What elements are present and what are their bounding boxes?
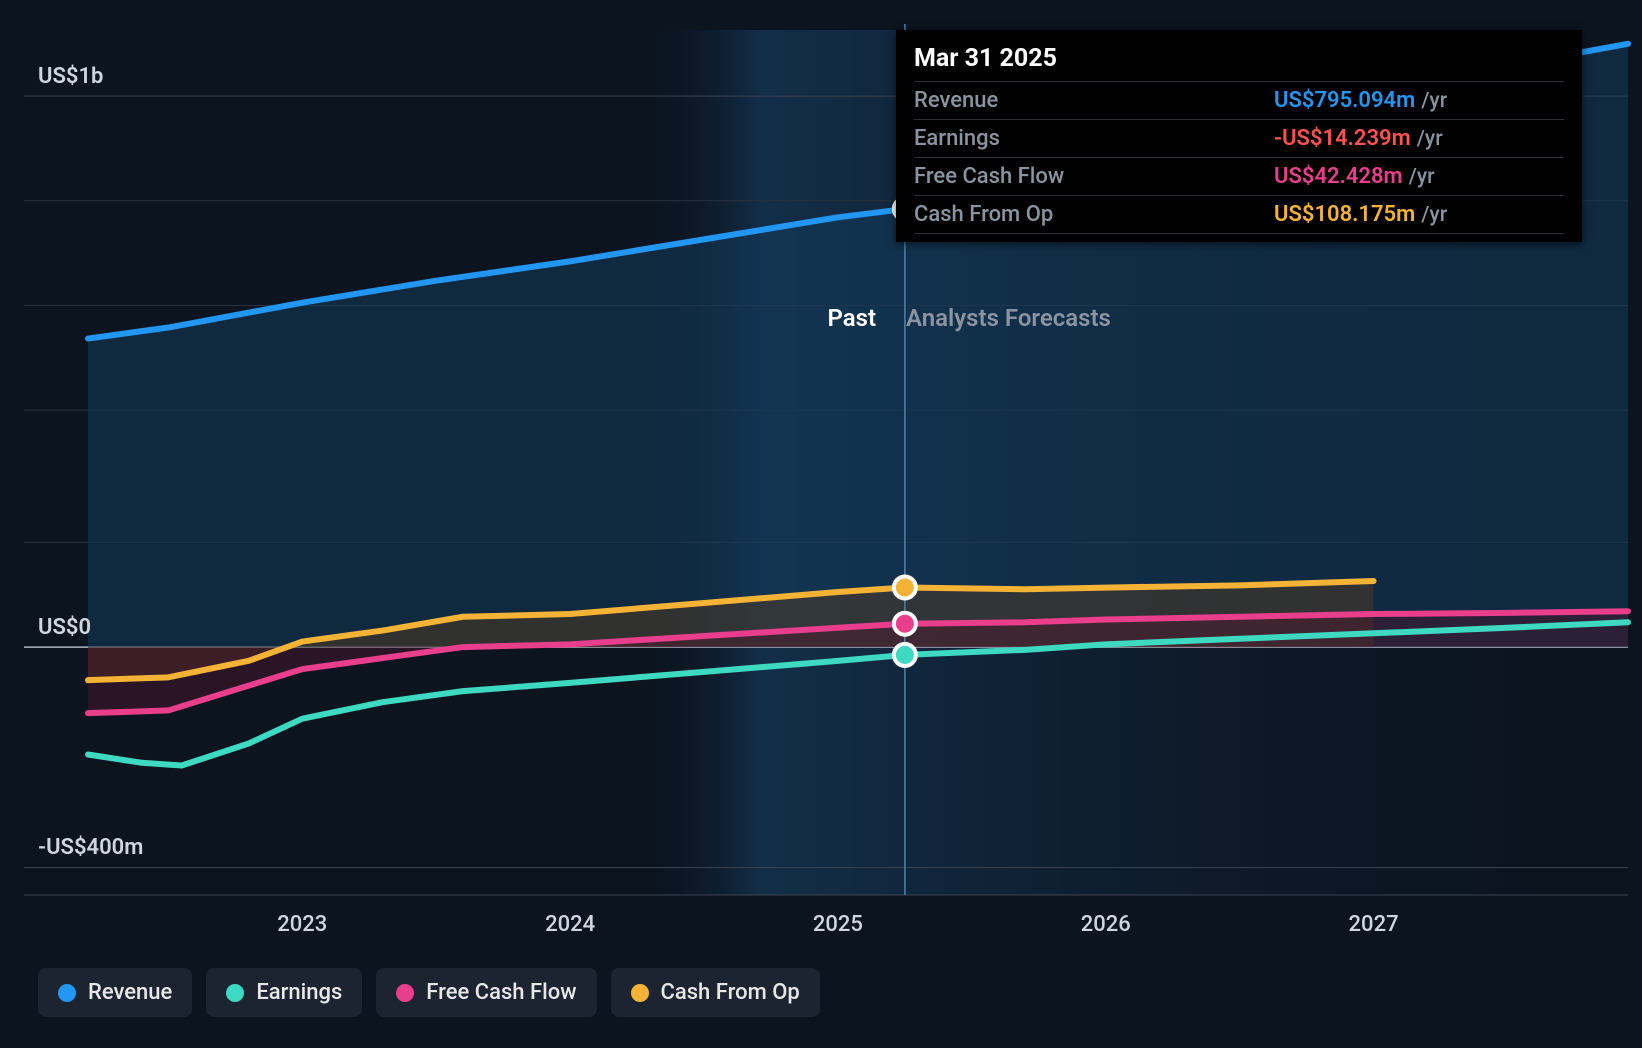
x-axis-tick-label: 2024 [545, 912, 595, 937]
legend-swatch-icon [226, 984, 244, 1002]
tooltip-value: US$108.175m [1274, 202, 1415, 227]
hover-tooltip: Mar 31 2025 Revenue US$795.094m /yr Earn… [896, 30, 1582, 242]
tooltip-unit: /yr [1417, 127, 1443, 151]
legend-item-revenue[interactable]: Revenue [38, 968, 192, 1017]
legend-item-cfo[interactable]: Cash From Op [611, 968, 820, 1017]
legend-swatch-icon [631, 984, 649, 1002]
financials-chart: US$1b US$0 -US$400m 2023 2024 2025 2026 … [0, 0, 1642, 1048]
legend-label: Revenue [88, 980, 172, 1005]
y-axis-tick-label: US$0 [38, 615, 91, 640]
tooltip-row-earnings: Earnings -US$14.239m /yr [914, 119, 1564, 157]
tooltip-value: -US$14.239m [1274, 126, 1411, 151]
x-axis-tick-label: 2026 [1081, 912, 1131, 937]
tooltip-value: US$795.094m [1274, 88, 1415, 113]
x-axis-tick-label: 2023 [277, 912, 327, 937]
tooltip-label: Revenue [914, 88, 1274, 113]
legend-item-earnings[interactable]: Earnings [206, 968, 362, 1017]
tooltip-date: Mar 31 2025 [914, 44, 1564, 73]
tooltip-label: Cash From Op [914, 202, 1274, 227]
chart-legend: Revenue Earnings Free Cash Flow Cash Fro… [38, 968, 820, 1017]
tooltip-label: Free Cash Flow [914, 164, 1274, 189]
legend-label: Free Cash Flow [426, 980, 576, 1005]
x-axis-tick-label: 2027 [1349, 912, 1399, 937]
legend-label: Cash From Op [661, 980, 800, 1005]
y-axis-tick-label: US$1b [38, 64, 103, 89]
tooltip-unit: /yr [1409, 165, 1435, 189]
tooltip-row-revenue: Revenue US$795.094m /yr [914, 81, 1564, 119]
tooltip-row-cfo: Cash From Op US$108.175m /yr [914, 195, 1564, 234]
x-axis-tick-label: 2025 [813, 912, 863, 937]
tooltip-unit: /yr [1421, 89, 1447, 113]
legend-item-fcf[interactable]: Free Cash Flow [376, 968, 596, 1017]
forecast-section-label: Analysts Forecasts [906, 304, 1111, 332]
tooltip-unit: /yr [1421, 203, 1447, 227]
tooltip-row-fcf: Free Cash Flow US$42.428m /yr [914, 157, 1564, 195]
tooltip-label: Earnings [914, 126, 1274, 151]
legend-label: Earnings [256, 980, 342, 1005]
tooltip-value: US$42.428m [1274, 164, 1403, 189]
legend-swatch-icon [396, 984, 414, 1002]
legend-swatch-icon [58, 984, 76, 1002]
past-section-label: Past [827, 304, 876, 332]
y-axis-tick-label: -US$400m [38, 835, 143, 860]
